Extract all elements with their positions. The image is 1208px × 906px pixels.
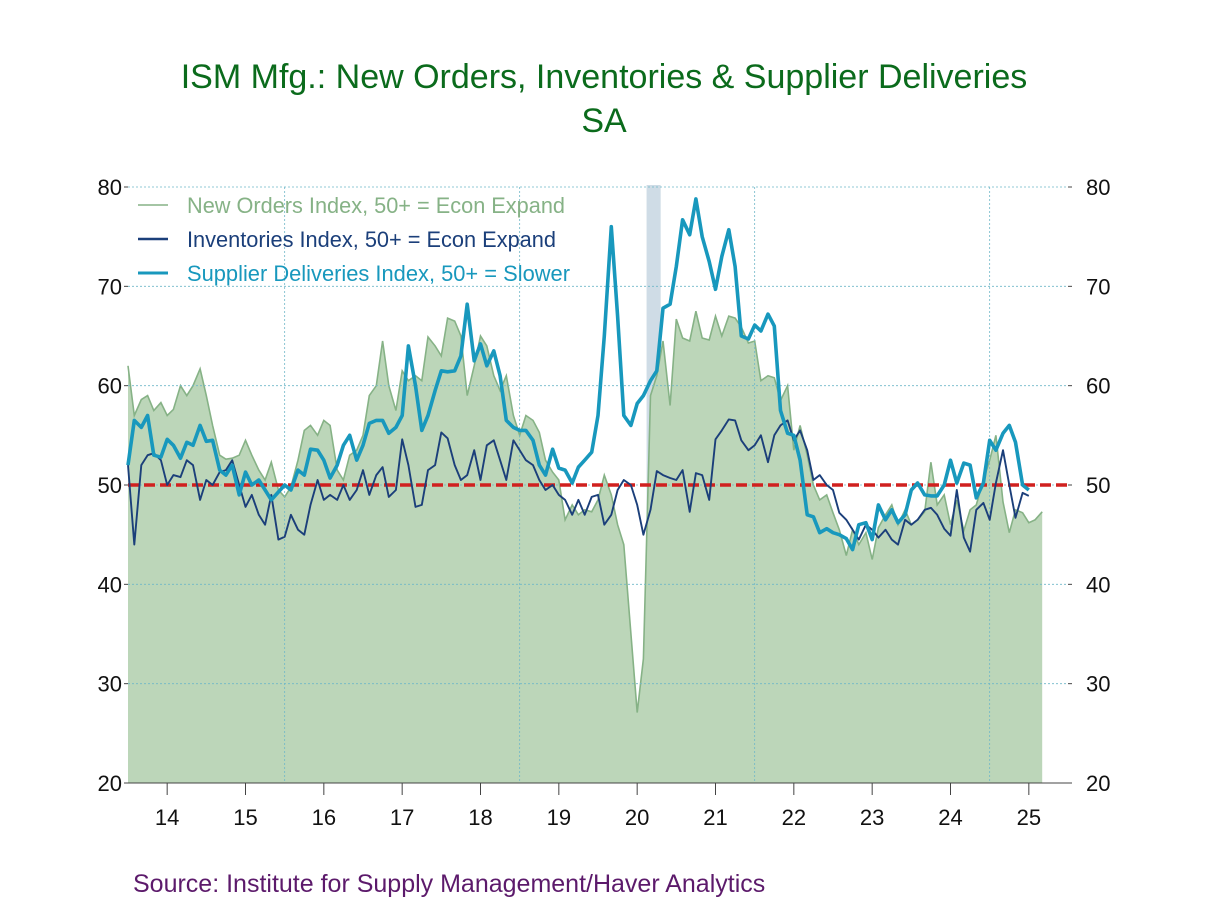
chart-title: ISM Mfg.: New Orders, Inventories & Supp…: [180, 58, 1028, 96]
x-tick-label: 16: [312, 805, 336, 830]
y-tick-label-left: 80: [98, 175, 122, 200]
y-tick-label-right: 40: [1086, 572, 1110, 597]
x-tick-label: 22: [782, 805, 806, 830]
y-tick-label-left: 40: [98, 572, 122, 597]
y-tick-label-right: 80: [1086, 175, 1110, 200]
y-tick-label-left: 60: [98, 374, 122, 399]
y-tick-label-right: 60: [1086, 374, 1110, 399]
supplier-deliveries-line: [126, 197, 1030, 552]
x-tick-label: 24: [938, 805, 962, 830]
y-tick-label-right: 50: [1086, 473, 1110, 498]
y-tick-label-right: 70: [1086, 274, 1110, 299]
y-tick-label-left: 20: [98, 771, 122, 796]
x-tick-label: 17: [390, 805, 414, 830]
y-tick-label-right: 30: [1086, 672, 1110, 697]
x-tick-label: 15: [233, 805, 257, 830]
y-tick-label-left: 50: [98, 473, 122, 498]
x-tick-label: 18: [468, 805, 492, 830]
x-tick-label: 23: [860, 805, 884, 830]
y-tick-label-left: 70: [98, 274, 122, 299]
legend-supplier-deliveries-label: Supplier Deliveries Index, 50+ = Slower: [187, 261, 570, 286]
y-tick-label-left: 30: [98, 672, 122, 697]
x-tick-label: 21: [703, 805, 727, 830]
legend-inventories-label: Inventories Index, 50+ = Econ Expand: [187, 227, 556, 252]
x-tick-label: 25: [1017, 805, 1041, 830]
x-tick-label: 19: [547, 805, 571, 830]
chart-subtitle: SA: [581, 102, 627, 140]
inventories-line: [127, 418, 1030, 553]
source-note: Source: Institute for Supply Management/…: [133, 870, 766, 898]
legend-new-orders-label: New Orders Index, 50+ = Econ Expand: [187, 193, 565, 218]
x-tick-label: 20: [625, 805, 649, 830]
y-tick-label-right: 20: [1086, 771, 1110, 796]
x-tick-label: 14: [155, 805, 179, 830]
new-orders-area: [128, 311, 1043, 783]
